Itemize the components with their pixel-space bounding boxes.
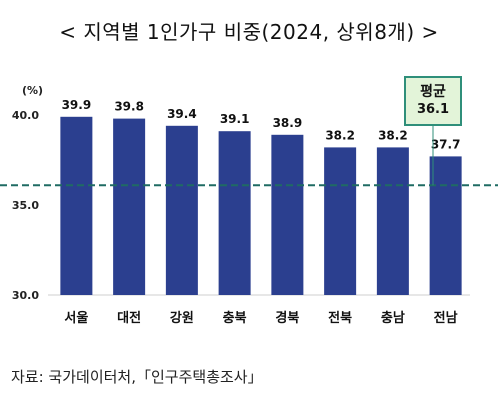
y-tick-label: 40.0: [12, 109, 39, 122]
y-tick-label: 30.0: [12, 289, 39, 302]
bar: [429, 156, 462, 295]
data-label: 39.8: [114, 100, 144, 114]
data-label: 39.4: [167, 107, 197, 121]
data-label: 38.2: [378, 128, 408, 142]
average-callout: 평균 36.1: [404, 76, 462, 126]
x-tick-label: 경북: [275, 310, 299, 326]
bar: [60, 116, 93, 295]
data-label: 38.2: [325, 128, 355, 142]
chart-title: < 지역별 1인가구 비중(2024, 상위8개) >: [59, 20, 439, 44]
average-label: 평균: [420, 84, 446, 100]
source-note: 자료: 국가데이터처,「인구주택총조사」: [11, 368, 263, 386]
x-tick-label: 서울: [64, 310, 88, 326]
x-tick-label: 강원: [170, 310, 194, 326]
data-label: 37.7: [431, 137, 461, 151]
bar: [271, 134, 304, 295]
bar: [165, 125, 198, 295]
bar-chart: 30.0 35.0 40.0 39.9 서울 39.8 대전 39.4 강원 39.1 충북 38.9…: [0, 98, 498, 326]
data-label: 39.9: [62, 98, 92, 112]
bar: [324, 147, 357, 295]
average-value: 36.1: [416, 102, 450, 117]
bar: [113, 118, 146, 295]
data-label: 39.1: [220, 112, 250, 126]
x-tick-label: 충북: [223, 310, 247, 326]
y-axis-unit: (%): [22, 84, 44, 97]
x-tick-label: 충남: [381, 310, 405, 326]
x-tick-label: 전남: [434, 310, 458, 326]
x-tick-label: 대전: [117, 310, 141, 326]
y-tick-label: 35.0: [12, 199, 39, 212]
x-tick-label: 전북: [328, 310, 352, 326]
bar: [376, 147, 409, 295]
data-label: 38.9: [273, 116, 303, 130]
bar: [218, 131, 251, 295]
